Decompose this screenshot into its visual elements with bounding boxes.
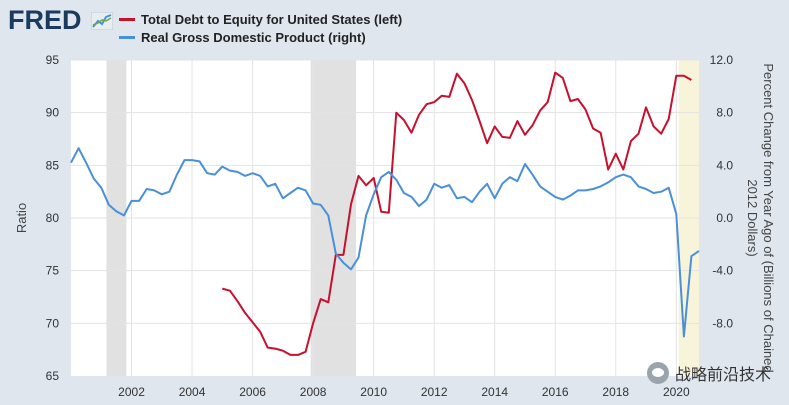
y-axis-label-left: Ratio — [14, 203, 29, 233]
x-tick-2020: 2020 — [663, 385, 690, 399]
series-line-real-gdp[interactable] — [70, 147, 700, 338]
legend-swatch-debt — [119, 17, 135, 21]
x-tick-2004: 2004 — [179, 385, 206, 399]
y-tick-left-75: 75 — [46, 264, 60, 278]
legend-item-gdp[interactable]: Real Gross Domestic Product (right) — [119, 28, 402, 46]
y-tick-left-80: 80 — [46, 211, 60, 225]
y-axis-label-right-line2: 2012 Dollars) — [745, 179, 760, 256]
series-line-debt-to-equity[interactable] — [222, 71, 692, 356]
y-tick-right--8.0: -8.0 — [712, 316, 733, 330]
y-tick-left-95: 95 — [46, 53, 60, 67]
y-tick-left-65: 65 — [46, 369, 60, 383]
y-axis-label-right-line1: Percent Change from Year Ago of (Billion… — [761, 63, 776, 372]
x-tick-2018: 2018 — [602, 385, 629, 399]
legend-label-gdp: Real Gross Domestic Product (right) — [141, 29, 366, 45]
x-tick-2006: 2006 — [239, 385, 266, 399]
watermark: 战略前沿技术 — [646, 361, 771, 385]
y-tick-right-12.0: 12.0 — [710, 53, 734, 67]
y-tick-left-85: 85 — [46, 158, 60, 172]
watermark-text: 战略前沿技术 — [674, 367, 771, 384]
legend: Total Debt to Equity for United States (… — [119, 10, 402, 46]
y-tick-left-70: 70 — [46, 316, 60, 330]
legend-item-debt[interactable]: Total Debt to Equity for United States (… — [119, 10, 402, 28]
x-tick-2012: 2012 — [421, 385, 448, 399]
y-tick-right--4.0: -4.0 — [712, 264, 733, 278]
x-tick-2010: 2010 — [360, 385, 387, 399]
y-tick-right-4.0: 4.0 — [716, 158, 733, 172]
x-tick-2016: 2016 — [542, 385, 569, 399]
y-tick-left-90: 90 — [46, 106, 60, 120]
x-tick-2002: 2002 — [118, 385, 145, 399]
legend-label-debt: Total Debt to Equity for United States (… — [141, 11, 403, 27]
y-tick-right-8.0: 8.0 — [716, 106, 733, 120]
y-tick-right-0.0: 0.0 — [716, 211, 733, 225]
x-tick-2014: 2014 — [481, 385, 508, 399]
x-tick-2008: 2008 — [300, 385, 327, 399]
wechat-icon — [646, 362, 669, 384]
legend-swatch-gdp — [119, 35, 135, 39]
brand-name: FRED — [8, 5, 82, 35]
